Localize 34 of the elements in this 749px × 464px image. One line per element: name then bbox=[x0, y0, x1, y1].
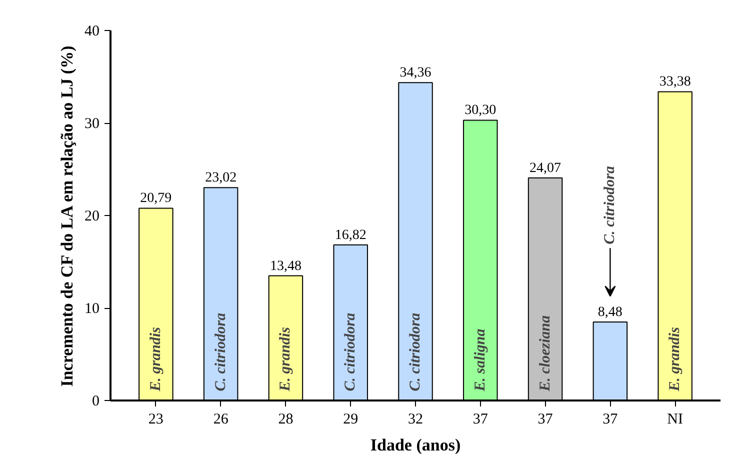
annotation: E. grandis bbox=[667, 326, 684, 392]
data-label: 24,07 bbox=[530, 160, 562, 176]
data-label: 34,36 bbox=[400, 66, 432, 81]
annotation: E. grandis bbox=[278, 326, 294, 392]
data-label: 30,30 bbox=[464, 103, 496, 118]
x-tick-label: 23 bbox=[148, 412, 164, 428]
y-tick-label: 30 bbox=[84, 116, 100, 132]
data-label: 20,79 bbox=[140, 191, 172, 206]
y-tick-label: 40 bbox=[84, 24, 100, 40]
annotation: C. citriodora bbox=[212, 312, 229, 392]
annotation: E. cloeziana bbox=[537, 314, 554, 392]
y-axis-title: Incremento de CF do LA em relação ao LJ (%) bbox=[58, 46, 76, 387]
x-tick-label: 37 bbox=[472, 412, 488, 428]
x-axis-title: Idade (anos) bbox=[370, 436, 461, 454]
annotation: C. citriodora bbox=[342, 312, 359, 392]
x-tick-label: 32 bbox=[408, 412, 423, 428]
data-label: 16,82 bbox=[334, 228, 366, 243]
annotation: C. citriodora bbox=[602, 166, 618, 244]
y-tick-label: 20 bbox=[84, 208, 100, 224]
data-label: 23,02 bbox=[205, 170, 237, 186]
annotation: C. citriodora bbox=[408, 312, 424, 392]
data-label: 33,38 bbox=[659, 74, 691, 90]
x-tick-label: NI bbox=[667, 412, 683, 428]
y-tick-label: 0 bbox=[92, 394, 100, 410]
x-tick-label: 37 bbox=[602, 412, 618, 428]
y-tick-label: 10 bbox=[84, 301, 100, 317]
annotation: E. grandis bbox=[148, 326, 164, 392]
x-tick-label: 29 bbox=[343, 412, 358, 428]
x-tick-label: 26 bbox=[213, 412, 229, 428]
data-label: 8,48 bbox=[598, 305, 622, 320]
annotation: E. saligna bbox=[472, 328, 488, 392]
data-label: 13,48 bbox=[270, 258, 302, 274]
x-tick-label: 37 bbox=[538, 412, 554, 428]
x-tick-label: 28 bbox=[278, 412, 294, 428]
